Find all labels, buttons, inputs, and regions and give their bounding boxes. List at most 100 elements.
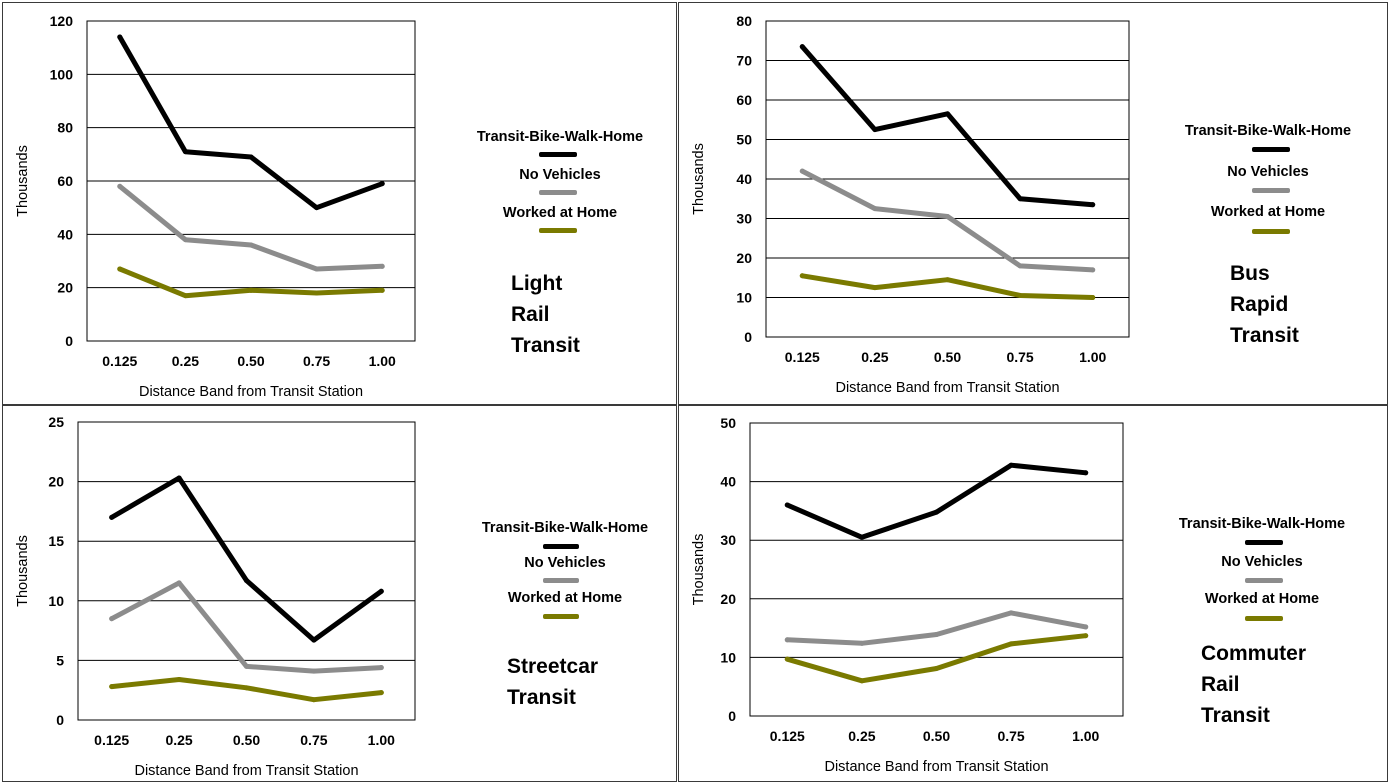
plot-area-frame — [749, 422, 1124, 717]
data-point-worked-at-home — [182, 293, 188, 299]
data-point-worked-at-home — [248, 287, 254, 293]
data-point-no-vehicles — [117, 183, 123, 189]
data-point-no-vehicles — [859, 640, 865, 646]
data-point-transit-bike-walk-home — [799, 44, 805, 50]
mode-label-line-3: Transit — [511, 334, 580, 357]
data-point-worked-at-home — [945, 277, 950, 283]
y-tick-label: 40 — [720, 474, 736, 490]
y-tick-label: 15 — [48, 533, 64, 549]
data-point-worked-at-home — [872, 285, 878, 291]
mode-label-line-2: Rapid — [1230, 293, 1289, 316]
y-tick-label: 80 — [736, 13, 752, 29]
data-point-no-vehicles — [311, 668, 317, 674]
data-point-worked-at-home — [379, 287, 385, 293]
chart-panel-commuter-rail: 0 10 20 30 40 50 0.125 0.25 0.50 0.75 1.00 Distance… — [678, 405, 1388, 782]
y-tick-label: 20 — [720, 591, 736, 607]
y-tick-label: 20 — [736, 250, 752, 266]
data-point-no-vehicles — [945, 214, 950, 220]
data-point-transit-bike-walk-home — [784, 502, 790, 508]
x-tick-label: 0.75 — [1006, 349, 1033, 365]
series-line-transit-bike-walk-home — [109, 475, 384, 643]
x-tick-label: 0.50 — [934, 349, 961, 365]
legend-label-transit-bike-walk-home: Transit-Bike-Walk-Home — [1178, 516, 1346, 532]
x-axis-label: Distance Band from Transit Station — [824, 759, 1048, 775]
chart-panel-streetcar: 0 5 10 15 20 25 0.125 0.25 0.50 0.75 1.00 Distance … — [2, 405, 677, 782]
y-tick-label: 60 — [736, 92, 752, 108]
legend-swatch-transit-bike-walk-home — [543, 544, 579, 549]
data-point-transit-bike-walk-home — [934, 509, 939, 515]
legend-swatch-transit-bike-walk-home — [539, 152, 577, 157]
y-tick-label: 20 — [57, 280, 73, 296]
x-tick-label: 0.25 — [172, 353, 199, 369]
data-point-worked-at-home — [244, 685, 249, 691]
chart-panel-light-rail: 0 20 40 60 80 100 120 0.125 0.25 0.50 0.75 1.00 Dist… — [2, 2, 677, 405]
legend-label-worked-at-home: Worked at Home — [1210, 204, 1326, 220]
mode-label-commuter-rail: Commuter Rail Transit — [1201, 638, 1306, 731]
y-tick-label: 5 — [56, 652, 64, 668]
x-tick-label: 0.125 — [785, 349, 820, 365]
data-point-transit-bike-walk-home — [859, 534, 865, 540]
legend-swatch-worked-at-home — [1252, 229, 1290, 234]
data-point-transit-bike-walk-home — [311, 637, 317, 643]
series-line-no-vehicles — [799, 168, 1096, 273]
data-point-worked-at-home — [311, 697, 317, 703]
data-point-no-vehicles — [1083, 624, 1089, 630]
y-tick-label: 25 — [48, 414, 64, 430]
legend-swatch-transit-bike-walk-home — [1252, 147, 1290, 152]
x-axis-label: Distance Band from Transit Station — [139, 384, 363, 400]
data-point-worked-at-home — [109, 684, 115, 690]
x-tick-label: 0.50 — [237, 353, 264, 369]
mode-label-line-1: Bus — [1230, 262, 1270, 285]
data-point-no-vehicles — [248, 242, 254, 248]
mode-label-line-3: Transit — [1230, 324, 1299, 347]
data-point-no-vehicles — [244, 663, 249, 669]
data-point-transit-bike-walk-home — [872, 127, 878, 133]
data-point-transit-bike-walk-home — [244, 578, 249, 584]
data-point-worked-at-home — [314, 290, 320, 296]
x-tick-label: 1.00 — [368, 732, 395, 748]
chart-panel-bus-rapid: 0 10 20 30 40 50 60 70 80 0.125 0.25 0.50 0.75 1.00 Di… — [678, 2, 1388, 405]
data-point-transit-bike-walk-home — [314, 205, 320, 211]
data-point-transit-bike-walk-home — [248, 154, 254, 160]
y-axis-label: Thousands — [691, 143, 707, 215]
plot-area-frame — [765, 20, 1130, 338]
legend-label-no-vehicles: No Vehicles — [1227, 164, 1309, 180]
legend-swatch-no-vehicles — [543, 578, 579, 583]
mode-label-line-2: Rail — [511, 303, 550, 326]
y-tick-label: 120 — [50, 13, 74, 29]
y-tick-label: 40 — [57, 226, 73, 242]
y-axis-label: Thousands — [15, 145, 31, 217]
legend-swatch-worked-at-home — [539, 228, 577, 233]
y-tick-label: 10 — [48, 593, 64, 609]
y-tick-label: 80 — [57, 120, 73, 136]
legend-swatch-worked-at-home — [543, 614, 579, 619]
mode-label-line-3: Transit — [1201, 704, 1270, 727]
data-point-worked-at-home — [784, 656, 790, 662]
data-point-transit-bike-walk-home — [378, 588, 384, 594]
data-point-worked-at-home — [1090, 295, 1096, 300]
x-tick-label: 0.25 — [861, 349, 888, 365]
series-line-transit-bike-walk-home — [799, 44, 1096, 208]
data-point-transit-bike-walk-home — [176, 475, 182, 481]
data-point-transit-bike-walk-home — [182, 149, 188, 155]
data-point-transit-bike-walk-home — [117, 34, 123, 40]
legend-swatch-no-vehicles — [1245, 578, 1283, 583]
x-tick-label: 0.125 — [770, 728, 805, 744]
x-tick-label: 0.25 — [165, 732, 192, 748]
legend-swatch-transit-bike-walk-home — [1245, 540, 1283, 545]
chart-svg-streetcar: 0 5 10 15 20 25 0.125 0.25 0.50 0.75 1.00 Distance … — [15, 414, 416, 779]
y-tick-label: 70 — [736, 53, 752, 69]
data-point-no-vehicles — [799, 168, 805, 174]
mode-label-line-1: Streetcar — [507, 655, 599, 678]
data-point-transit-bike-walk-home — [1017, 196, 1023, 202]
data-point-no-vehicles — [314, 266, 320, 272]
data-point-worked-at-home — [1017, 293, 1023, 299]
y-axis-label: Thousands — [15, 535, 31, 607]
y-tick-label: 20 — [48, 474, 64, 490]
plot-area-frame — [86, 20, 416, 342]
legend-swatch-no-vehicles — [539, 190, 577, 195]
mode-label-line-2: Rail — [1201, 673, 1240, 696]
mode-label-line-1: Light — [511, 272, 563, 295]
data-point-no-vehicles — [1090, 267, 1096, 273]
mode-label-line-1: Commuter — [1201, 642, 1307, 665]
